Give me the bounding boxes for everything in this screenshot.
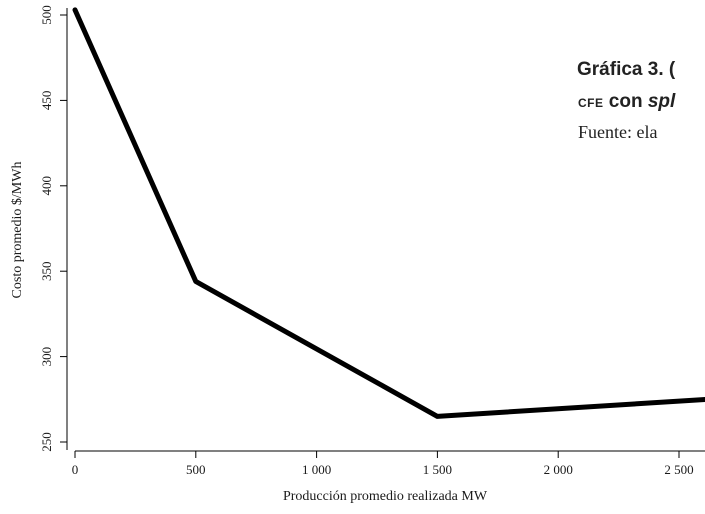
x-tick-label: 2 500 [664,462,693,477]
x-tick-label: 2 000 [544,462,573,477]
caption-line-2: CFE con spl [578,91,676,112]
y-tick-label: 250 [39,432,54,452]
caption-cfe: CFE [578,96,604,110]
y-axis-title: Costo promedio $/MWh [10,162,25,299]
x-ticks: 0 500 1 000 1 500 2 000 2 500 [72,451,694,477]
x-axis-title: Producción promedio realizada MW [283,489,488,504]
y-tick-label: 400 [39,176,54,196]
y-tick-label: 450 [39,91,54,111]
x-tick-label: 1 500 [423,462,452,477]
y-tick-label: 300 [39,347,54,367]
caption-spl: spl [648,91,676,112]
y-tick-label: 350 [39,261,54,281]
x-tick-label: 1 000 [302,462,331,477]
x-tick-label: 500 [186,462,206,477]
figure-caption: Gráfica 3. ( CFE con spl Fuente: ela [577,59,676,142]
caption-source: Fuente: ela [578,122,657,142]
axes: 0 500 1 000 1 500 2 000 2 500 250 300 350 400 450… [39,5,705,477]
series-line [72,7,705,419]
caption-title: Gráfica 3. ( [577,59,676,80]
series [72,7,705,419]
x-tick-label: 0 [72,462,79,477]
y-ticks: 250 300 350 400 450 500 [39,5,67,452]
y-tick-label: 500 [39,5,54,25]
caption-con: con [604,91,648,112]
